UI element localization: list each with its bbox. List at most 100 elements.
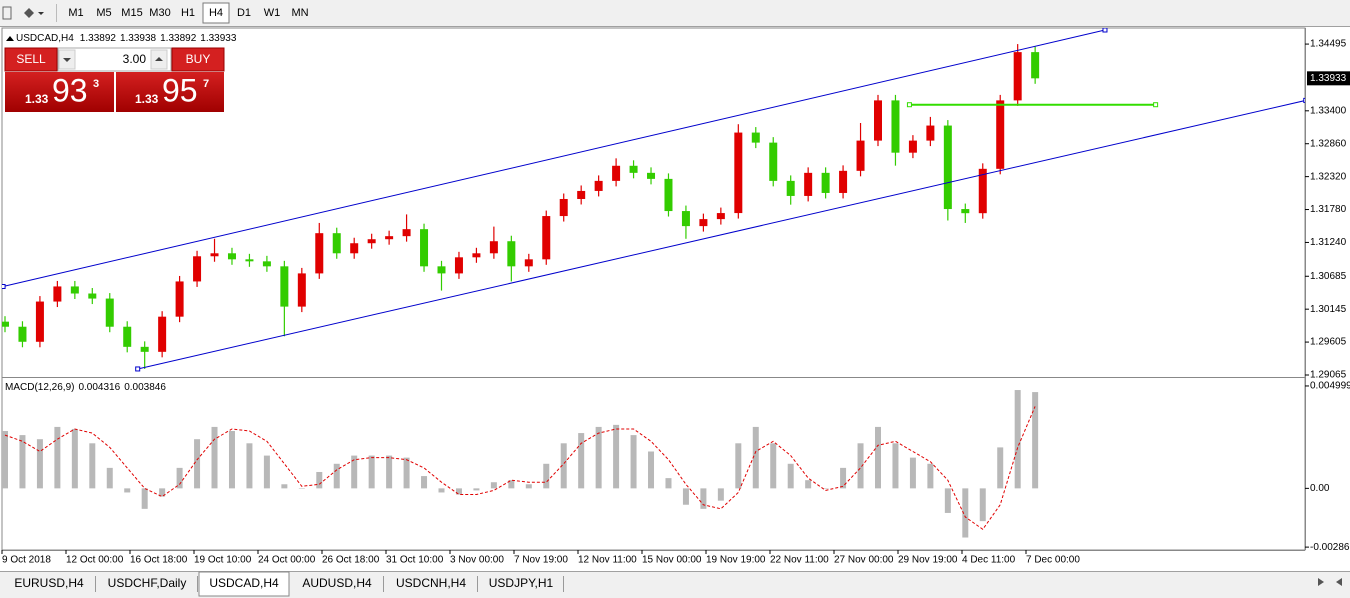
current-price-box <box>1307 71 1350 86</box>
candle-body <box>524 259 533 267</box>
tab-scroll-left[interactable] <box>1318 578 1324 586</box>
volume-input[interactable] <box>57 47 172 72</box>
macd-histogram-bar <box>421 476 428 489</box>
macd-histogram-bar <box>752 426 759 489</box>
candle-body <box>908 140 917 153</box>
macd-histogram-bar <box>770 443 777 489</box>
macd-histogram-bar <box>857 443 864 489</box>
macd-histogram-bar <box>560 443 567 489</box>
candle-body <box>978 168 987 214</box>
time-tick-label: 15 Nov 00:00 <box>642 555 702 566</box>
macd-histogram-bar <box>1014 390 1021 489</box>
trendline-anchor[interactable] <box>1153 102 1159 108</box>
chart-tab-label[interactable]: EURUSD,H4 <box>14 576 84 590</box>
bid-prefix: 1.33 <box>25 92 49 106</box>
timeframe-button[interactable]: H1 <box>181 7 195 19</box>
macd-histogram-bar <box>473 488 480 491</box>
trendline-anchor[interactable] <box>1 284 6 290</box>
candle-body <box>926 125 935 141</box>
candle-body <box>140 346 149 352</box>
candle-body <box>53 286 62 302</box>
toolbar-icon[interactable] <box>24 8 44 18</box>
candle-body <box>35 301 44 342</box>
timeframe-button[interactable]: W1 <box>264 7 281 19</box>
tab-scroll-right[interactable] <box>1336 578 1342 586</box>
macd-histogram-bar <box>211 426 218 489</box>
timeframe-button[interactable]: D1 <box>237 7 251 19</box>
macd-histogram-bar <box>36 439 43 489</box>
chart-tab[interactable] <box>3 574 95 595</box>
timeframe-button[interactable]: M1 <box>68 7 83 19</box>
candle-body <box>332 233 341 254</box>
candle-body <box>280 266 289 307</box>
macd-histogram-bar <box>630 435 637 489</box>
candle-body <box>664 178 673 212</box>
candle-body <box>193 256 202 282</box>
macd-histogram-bar <box>648 451 655 489</box>
time-tick-label: 31 Oct 10:00 <box>386 555 444 566</box>
macd-histogram-bar <box>176 467 183 489</box>
chart-tab[interactable] <box>479 574 563 595</box>
chart-tab-label[interactable]: AUDUSD,H4 <box>302 576 372 590</box>
candle-body <box>402 229 411 237</box>
trendline[interactable] <box>2 29 1106 287</box>
macd-histogram-bar <box>54 426 61 489</box>
chart-menu-icon[interactable] <box>6 36 14 41</box>
sell-button[interactable] <box>4 47 58 72</box>
macd-histogram-bar <box>2 431 8 489</box>
macd-histogram-bar <box>455 488 462 495</box>
candle-body <box>769 142 778 181</box>
chart-tab-label[interactable]: USDCNH,H4 <box>396 576 466 590</box>
macd-histogram-bar <box>892 443 899 489</box>
candle-body <box>88 293 97 299</box>
macd-histogram-bar <box>1032 392 1039 489</box>
candle-body <box>385 236 394 240</box>
trendline-anchor[interactable] <box>906 102 912 108</box>
price-tick-label: 1.30145 <box>1310 304 1347 315</box>
candle-body <box>227 253 236 260</box>
candle-body <box>18 326 27 342</box>
macd-histogram-bar <box>944 488 951 513</box>
volume-value: 3.00 <box>123 52 147 66</box>
chart-tab-label[interactable]: USDCHF,Daily <box>108 576 187 590</box>
candle-body <box>943 125 952 210</box>
macd-histogram-bar <box>333 463 340 489</box>
toolbar-icon[interactable] <box>2 6 12 20</box>
time-tick-label: 3 Nov 00:00 <box>450 555 504 566</box>
price-tick-label: 1.32320 <box>1310 171 1347 182</box>
chart-tab[interactable] <box>385 574 477 595</box>
time-tick-label: 22 Nov 11:00 <box>770 555 829 566</box>
time-tick-label: 24 Oct 00:00 <box>258 555 316 566</box>
timeframe-button-active[interactable] <box>202 2 230 24</box>
macd-histogram-bar <box>682 488 689 505</box>
buy-button[interactable] <box>171 47 225 72</box>
chart-tab-label[interactable]: USDCAD,H4 <box>209 576 279 590</box>
candle-body <box>681 211 690 227</box>
chart-tab[interactable] <box>97 574 197 595</box>
trendline-anchor[interactable] <box>1102 28 1108 33</box>
macd-tick-label: 0.00 <box>1310 483 1330 494</box>
candle-body <box>158 316 167 352</box>
timeframe-button[interactable]: M15 <box>121 7 142 19</box>
timeframe-button[interactable]: M5 <box>96 7 111 19</box>
trendline[interactable] <box>137 100 1306 370</box>
candle-body <box>454 257 463 274</box>
timeframe-button[interactable]: M30 <box>149 7 170 19</box>
candle-body <box>961 209 970 214</box>
bid-price-box[interactable] <box>5 72 114 112</box>
time-tick-label: 12 Nov 11:00 <box>578 555 637 566</box>
chart-tab-label[interactable]: USDJPY,H1 <box>489 576 554 590</box>
ask-price-box[interactable] <box>116 72 224 112</box>
trendline-anchor[interactable] <box>135 366 141 372</box>
chart-tab-active[interactable] <box>198 571 290 597</box>
timeframe-button[interactable]: MN <box>291 7 308 19</box>
trendline-anchor[interactable] <box>1303 97 1308 103</box>
sell-label: SELL <box>16 52 46 66</box>
candle-body <box>175 281 184 317</box>
macd-histogram-bar <box>438 488 445 493</box>
timeframe-button[interactable]: H4 <box>209 7 223 19</box>
chart-tab[interactable] <box>291 574 383 595</box>
time-tick-label: 16 Oct 18:00 <box>130 555 188 566</box>
ask-big-digits: 95 <box>162 72 198 108</box>
